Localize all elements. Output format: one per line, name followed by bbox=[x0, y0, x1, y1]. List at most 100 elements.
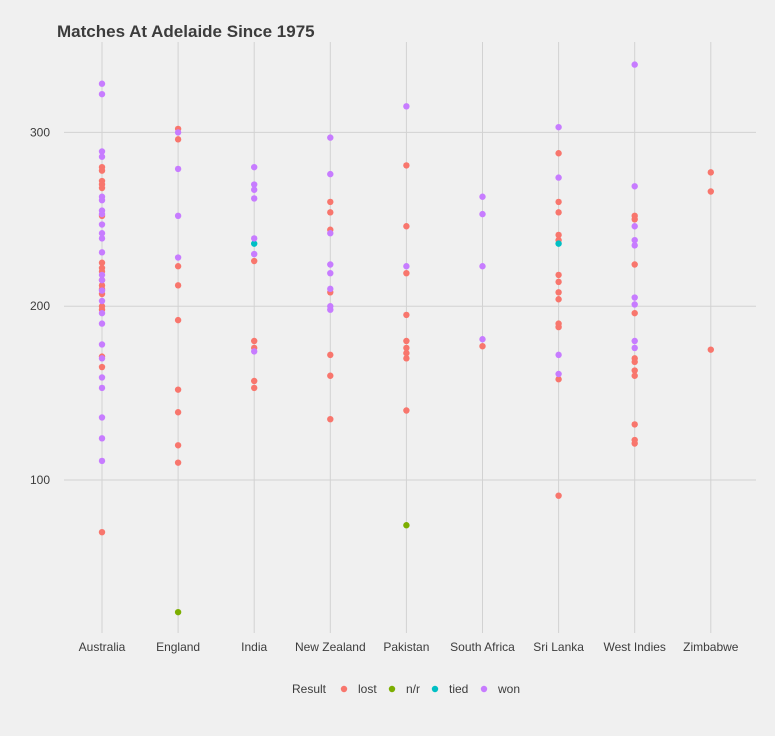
point-won bbox=[174, 212, 182, 220]
point-tied bbox=[555, 240, 562, 247]
point-won bbox=[174, 254, 182, 261]
point-lost bbox=[98, 259, 106, 266]
x-tick-label: Sri Lanka bbox=[533, 640, 584, 654]
point-lost bbox=[403, 162, 410, 169]
point-lost bbox=[327, 351, 334, 359]
legend-key-won bbox=[480, 685, 488, 693]
legend-label: tied bbox=[449, 682, 468, 696]
x-tick-label: New Zealand bbox=[295, 640, 366, 654]
point-lost bbox=[555, 376, 562, 383]
point-won bbox=[327, 230, 334, 237]
point-won bbox=[555, 351, 562, 359]
point-won bbox=[251, 181, 258, 188]
point-lost bbox=[555, 289, 562, 296]
point-lost bbox=[174, 409, 182, 416]
point-lost bbox=[251, 384, 258, 392]
point-won bbox=[631, 223, 638, 230]
point-lost bbox=[174, 316, 182, 324]
legend-label: won bbox=[497, 682, 520, 696]
point-won bbox=[98, 287, 106, 294]
point-lost bbox=[403, 355, 410, 362]
chart-title: Matches At Adelaide Since 1975 bbox=[57, 22, 315, 41]
point-lost bbox=[403, 344, 410, 352]
point-won bbox=[251, 348, 258, 355]
x-tick-label: Zimbabwe bbox=[683, 640, 739, 654]
point-lost bbox=[555, 150, 562, 157]
point-won bbox=[631, 242, 638, 249]
legend-key-tied bbox=[431, 685, 439, 693]
point-won bbox=[327, 261, 334, 268]
point-lost bbox=[403, 337, 410, 345]
point-won bbox=[98, 210, 106, 218]
y-tick-label: 100 bbox=[30, 473, 50, 487]
point-lost bbox=[98, 167, 106, 174]
axes: 100 200 300 Australia England India New Zealan… bbox=[30, 125, 739, 654]
point-won bbox=[631, 236, 638, 244]
point-lost bbox=[174, 459, 182, 466]
point-won bbox=[327, 306, 334, 313]
point-won bbox=[631, 344, 638, 352]
point-won bbox=[98, 249, 106, 256]
point-won bbox=[98, 374, 106, 381]
legend-label: n/r bbox=[406, 682, 420, 696]
point-lost bbox=[555, 278, 562, 286]
point-lost bbox=[707, 169, 714, 176]
point-lost bbox=[403, 349, 410, 357]
point-won bbox=[98, 90, 106, 98]
point-nr bbox=[174, 608, 182, 616]
point-lost bbox=[555, 296, 562, 303]
data-points bbox=[98, 61, 714, 616]
point-lost bbox=[555, 198, 562, 206]
point-won bbox=[631, 183, 638, 190]
point-lost bbox=[555, 209, 562, 216]
point-won bbox=[327, 134, 334, 141]
point-lost bbox=[555, 492, 562, 499]
point-won bbox=[251, 250, 258, 258]
point-won bbox=[98, 355, 106, 362]
point-won bbox=[98, 297, 106, 305]
point-lost bbox=[555, 271, 562, 279]
point-won bbox=[631, 301, 638, 308]
point-won bbox=[631, 294, 638, 301]
x-tick-label: Pakistan bbox=[383, 640, 429, 654]
point-won bbox=[98, 414, 106, 421]
point-tied bbox=[251, 240, 258, 247]
point-lost bbox=[555, 323, 562, 331]
point-won bbox=[479, 263, 486, 270]
legend-key-lost bbox=[340, 685, 348, 693]
x-tick-label: England bbox=[156, 640, 200, 654]
point-lost bbox=[327, 198, 334, 206]
point-lost bbox=[403, 407, 410, 414]
legend-title: Result bbox=[292, 682, 327, 696]
x-tick-label: Australia bbox=[79, 640, 126, 654]
point-won bbox=[555, 370, 562, 378]
point-lost bbox=[98, 363, 106, 371]
point-won bbox=[555, 123, 562, 131]
point-won bbox=[98, 80, 106, 87]
point-won bbox=[174, 129, 182, 136]
point-won bbox=[98, 341, 106, 348]
point-won bbox=[251, 163, 258, 171]
point-won bbox=[98, 235, 106, 242]
point-lost bbox=[403, 311, 410, 319]
point-won bbox=[98, 457, 106, 465]
x-tick-label: South Africa bbox=[450, 640, 515, 654]
point-won bbox=[98, 309, 106, 317]
legend-key-nr bbox=[388, 685, 396, 693]
point-lost bbox=[631, 440, 638, 447]
point-won bbox=[403, 103, 410, 110]
point-won bbox=[327, 285, 334, 293]
point-won bbox=[98, 435, 106, 442]
point-lost bbox=[555, 231, 562, 239]
point-won bbox=[403, 263, 410, 270]
point-lost bbox=[631, 421, 638, 428]
point-won bbox=[631, 337, 638, 345]
point-won bbox=[98, 384, 106, 392]
legend: Result lost n/r tied won bbox=[292, 682, 520, 696]
y-tick-label: 300 bbox=[30, 125, 50, 139]
point-won bbox=[98, 271, 106, 279]
point-won bbox=[251, 195, 258, 202]
point-lost bbox=[327, 415, 334, 423]
